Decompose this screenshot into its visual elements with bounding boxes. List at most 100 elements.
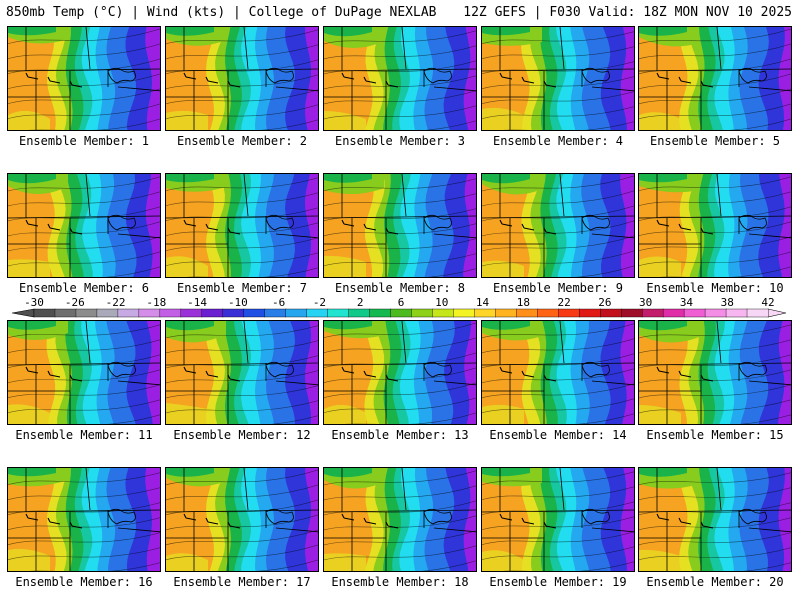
colorbar-swatch <box>159 308 182 318</box>
colorbar-bar <box>11 308 787 318</box>
temperature-field <box>8 321 160 424</box>
colorbar-swatch <box>369 308 392 318</box>
colorbar-tick-label: 22 <box>557 296 571 309</box>
colorbar-swatch <box>264 308 287 318</box>
temperature-field <box>482 27 634 130</box>
colorbar-tick-label: 10 <box>435 296 449 309</box>
colorbar-tick-label: -18 <box>146 296 167 309</box>
temperature-field <box>482 174 634 277</box>
ensemble-member-map <box>638 320 792 425</box>
ensemble-member-label: Ensemble Member: 17 <box>173 575 311 589</box>
ensemble-member-map <box>638 173 792 278</box>
colorbar-swatch <box>516 308 539 318</box>
temperature-field <box>8 174 160 277</box>
ensemble-member-map <box>165 467 319 572</box>
colorbar-swatch <box>725 308 748 318</box>
ensemble-member-label: Ensemble Member: 19 <box>489 575 627 589</box>
colorbar-swatch <box>75 308 98 318</box>
colorbar-tick-label: -14 <box>187 296 208 309</box>
colorbar-tick-label: -6 <box>272 296 286 309</box>
colorbar-swatch <box>96 308 119 318</box>
ensemble-member-label: Ensemble Member: 2 <box>176 134 308 148</box>
colorbar-swatch <box>390 308 413 318</box>
ensemble-member-label: Ensemble Member: 4 <box>492 134 624 148</box>
colorbar-tick-label: 26 <box>598 296 612 309</box>
temperature-field <box>166 468 318 571</box>
temperature-field <box>8 468 160 571</box>
colorbar-swatch <box>201 308 224 318</box>
colorbar-tick-label: -10 <box>227 296 248 309</box>
colorbar-tick-label: -22 <box>105 296 126 309</box>
ensemble-member-map <box>481 320 635 425</box>
colorbar-tick-label: 18 <box>516 296 530 309</box>
temperature-field <box>639 27 791 130</box>
colorbar-swatch <box>327 308 350 318</box>
ensemble-member-label: Ensemble Member: 7 <box>176 281 308 295</box>
temperature-colorbar: -30 -26 -22 -18 -14 -10 -6 -2 2 6 10 14 18 22 26 30 34 38… <box>0 296 800 322</box>
temperature-field <box>324 468 476 571</box>
colorbar-swatch <box>306 308 329 318</box>
temperature-field <box>8 27 160 130</box>
ensemble-member-label: Ensemble Member: 11 <box>15 428 153 442</box>
colorbar-swatch <box>600 308 622 318</box>
ensemble-member-map <box>165 320 319 425</box>
ensemble-member-map <box>165 173 319 278</box>
colorbar-swatch <box>621 308 643 318</box>
ensemble-member-label: Ensemble Member: 15 <box>646 428 784 442</box>
colorbar-tick-label: 30 <box>639 296 653 309</box>
colorbar-tick-label: 14 <box>475 296 490 309</box>
temperature-field <box>166 174 318 277</box>
colorbar-tick-label: 2 <box>356 296 364 309</box>
colorbar-swatch <box>54 308 77 318</box>
colorbar-tick-label: 34 <box>679 296 694 309</box>
ensemble-member-map <box>638 467 792 572</box>
colorbar-swatch <box>285 308 308 318</box>
colorbar-swatch <box>348 308 371 318</box>
colorbar-tick-label: -26 <box>64 296 85 309</box>
colorbar-tick-label: 42 <box>761 296 775 309</box>
colorbar-right-arrow <box>767 308 787 318</box>
ensemble-member-label: Ensemble Member: 9 <box>492 281 624 295</box>
ensemble-member-map <box>7 173 161 278</box>
temperature-field <box>324 27 476 130</box>
ensemble-member-map <box>481 467 635 572</box>
colorbar-swatch <box>474 308 497 318</box>
ensemble-member-map <box>7 467 161 572</box>
ensemble-member-label: Ensemble Member: 16 <box>15 575 153 589</box>
colorbar-swatch <box>579 308 601 318</box>
colorbar-swatch <box>683 308 706 318</box>
ensemble-member-map <box>323 467 477 572</box>
colorbar-swatch <box>558 308 580 318</box>
temperature-field <box>324 174 476 277</box>
temperature-field <box>166 27 318 130</box>
colorbar-tick-label: -30 <box>24 296 44 309</box>
temperature-field <box>639 174 791 277</box>
colorbar-left-arrow <box>11 308 35 318</box>
ensemble-member-map <box>638 26 792 131</box>
colorbar-swatch <box>138 308 161 318</box>
temperature-field <box>639 468 791 571</box>
header-valid-time: 12Z GEFS | F030 Valid: 18Z MON NOV 10 20… <box>463 5 792 20</box>
colorbar-tick-label: 6 <box>397 296 405 309</box>
ensemble-member-map <box>323 173 477 278</box>
temperature-field <box>482 468 634 571</box>
ensemble-member-label: Ensemble Member: 1 <box>18 134 150 148</box>
ensemble-member-label: Ensemble Member: 6 <box>18 281 150 295</box>
ensemble-member-map <box>481 26 635 131</box>
ensemble-member-label: Ensemble Member: 20 <box>646 575 784 589</box>
ensemble-member-label: Ensemble Member: 18 <box>331 575 469 589</box>
colorbar-swatch <box>222 308 245 318</box>
ensemble-member-map <box>323 26 477 131</box>
colorbar-swatch <box>641 308 664 318</box>
ensemble-member-map <box>7 320 161 425</box>
colorbar-swatch <box>704 308 727 318</box>
temperature-field <box>639 321 791 424</box>
header-title: 850mb Temp (°C) | Wind (kts) | College o… <box>6 5 437 20</box>
temperature-field <box>166 321 318 424</box>
ensemble-member-map <box>323 320 477 425</box>
ensemble-member-label: Ensemble Member: 5 <box>649 134 781 148</box>
ensemble-member-label: Ensemble Member: 8 <box>334 281 466 295</box>
ensemble-member-label: Ensemble Member: 13 <box>331 428 469 442</box>
ensemble-member-label: Ensemble Member: 3 <box>334 134 466 148</box>
temperature-field <box>324 321 476 424</box>
